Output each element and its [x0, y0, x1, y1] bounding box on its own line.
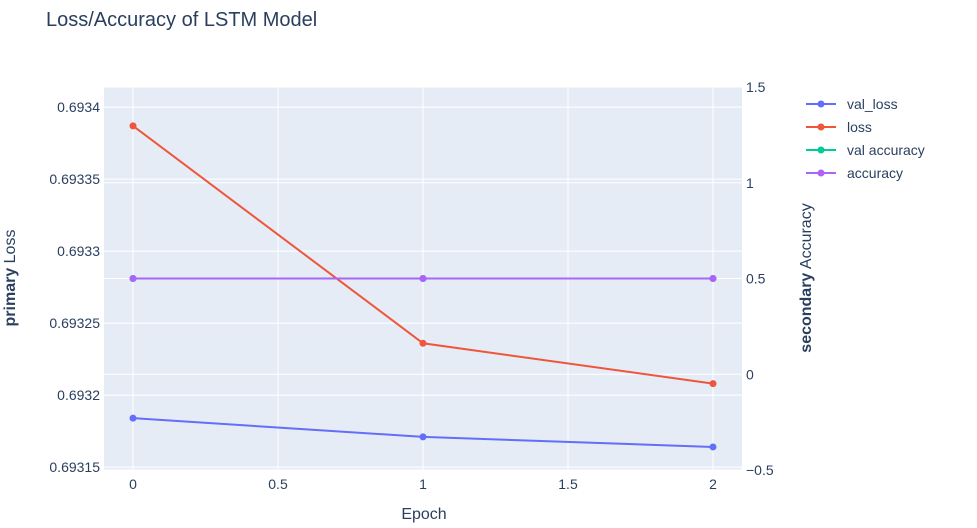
secondary-y-axis-title: secondary Accuracy [798, 203, 815, 352]
chart-title: Loss/Accuracy of LSTM Model [46, 9, 317, 31]
primary-y-tick-label: 0.6934 [57, 99, 100, 115]
data-point-accuracy [129, 275, 137, 282]
x-tick-label: 1 [419, 476, 427, 492]
secondary-y-axis-ticks: −0.5 0 0.5 1 1.5 [746, 79, 774, 478]
primary-y-axis-title: primary Loss [2, 230, 19, 327]
x-axis-title: Epoch [401, 506, 446, 523]
secondary-y-tick-label: −0.5 [746, 462, 774, 478]
legend-marker-icon [817, 146, 825, 154]
primary-y-axis-title-bold: primary [2, 268, 19, 327]
x-axis-ticks: 0 0.5 1 1.5 2 [129, 476, 717, 492]
legend-marker-icon [817, 100, 825, 108]
primary-y-tick-label: 0.69315 [49, 459, 100, 475]
primary-y-tick-label: 0.69325 [49, 315, 100, 331]
legend-item-accuracy[interactable]: accuracy [806, 165, 903, 181]
secondary-y-axis-title-bold: secondary [798, 273, 815, 353]
legend-label: loss [847, 119, 872, 135]
legend-label: accuracy [847, 165, 903, 181]
data-point-loss [419, 339, 427, 347]
primary-y-axis-ticks: 0.69315 0.6932 0.69325 0.6933 0.69335 0.6934 [49, 99, 100, 475]
x-tick-label: 1.5 [558, 476, 578, 492]
data-point-loss [129, 122, 137, 130]
data-point-val-loss [129, 414, 137, 422]
primary-y-tick-label: 0.69335 [49, 171, 100, 187]
legend-marker-icon [817, 169, 825, 177]
x-tick-label: 0.5 [268, 476, 288, 492]
data-point-loss [709, 380, 717, 388]
secondary-y-tick-label: 1.5 [746, 79, 766, 95]
data-point-accuracy [419, 275, 427, 282]
primary-y-tick-label: 0.6933 [57, 243, 100, 259]
series-accuracy [129, 275, 717, 282]
x-tick-label: 0 [129, 476, 137, 492]
secondary-y-tick-label: 0 [746, 366, 754, 382]
primary-y-tick-label: 0.6932 [57, 387, 100, 403]
legend-item-val-accuracy[interactable]: val accuracy [806, 142, 925, 158]
data-point-val-loss [419, 433, 427, 441]
legend-item-loss[interactable]: loss [806, 119, 872, 135]
secondary-y-tick-label: 1 [746, 175, 754, 191]
secondary-y-tick-label: 0.5 [746, 271, 766, 287]
series-val-loss [129, 414, 717, 451]
legend-item-val-loss[interactable]: val_loss [806, 96, 898, 112]
legend-label: val accuracy [847, 142, 925, 158]
data-point-val-loss [709, 443, 717, 451]
x-tick-label: 2 [709, 476, 717, 492]
data-point-accuracy [709, 275, 717, 282]
legend-label: val_loss [847, 96, 898, 112]
legend-marker-icon [817, 123, 825, 131]
primary-y-axis-title-rest: Loss [2, 230, 19, 268]
series-layer [129, 122, 717, 451]
secondary-y-axis-title-rest: Accuracy [798, 203, 815, 272]
series-loss [129, 122, 717, 388]
